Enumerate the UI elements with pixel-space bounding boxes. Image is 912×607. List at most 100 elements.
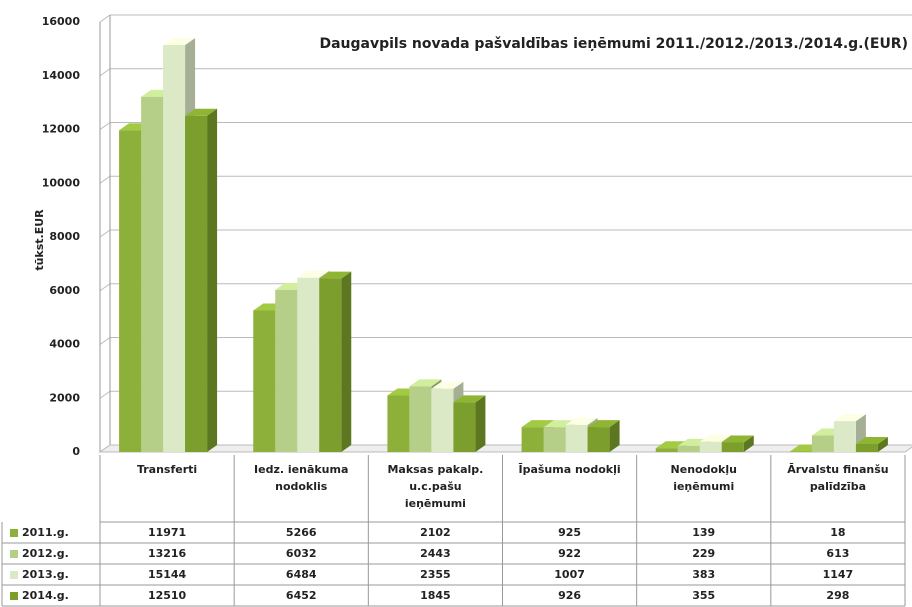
table-value: 13216	[147, 547, 187, 560]
table-value: 383	[692, 568, 716, 581]
grid-line-side	[99, 175, 111, 184]
table-value: 229	[692, 547, 716, 560]
table-value: 11971	[147, 526, 187, 539]
y-tick-label: 6000	[49, 284, 80, 297]
table-value: 355	[692, 589, 716, 602]
category-label: Iedz. ienākuma nodoklis	[254, 463, 349, 493]
bar-top	[521, 420, 554, 428]
table-value: 12510	[147, 589, 187, 602]
table-value: 139	[692, 526, 716, 539]
y-tick-label: 14000	[42, 69, 81, 82]
bar-side	[877, 436, 888, 452]
bar-side	[743, 435, 754, 452]
bar-top	[453, 395, 486, 403]
table-value: 15144	[147, 568, 187, 581]
legend-entry: 2014.g.	[4, 585, 98, 606]
bar	[387, 395, 410, 452]
bar-top	[297, 270, 330, 278]
table-value: 1007	[554, 568, 585, 581]
y-tick-label: 4000	[49, 338, 80, 351]
table-value: 298	[826, 589, 850, 602]
bar-top	[855, 436, 888, 444]
bar	[275, 289, 298, 452]
bar	[587, 427, 610, 452]
table-value: 2102	[420, 526, 451, 539]
bar	[253, 310, 276, 452]
grid-line-side	[99, 68, 111, 77]
bar-top	[409, 379, 442, 387]
table-value: 2355	[420, 568, 451, 581]
legend-swatch	[10, 528, 18, 537]
grid-line-side	[99, 14, 111, 23]
y-tick-label: 2000	[49, 391, 80, 404]
bar	[431, 388, 454, 452]
bar-side	[475, 395, 486, 452]
bar-top	[431, 381, 464, 389]
y-tick-label: 8000	[49, 230, 80, 243]
bar	[319, 278, 342, 452]
bar	[811, 435, 834, 452]
bar	[721, 442, 744, 452]
chart-title: Daugavpils novada pašvaldības ieņēmumi 2…	[319, 36, 908, 52]
bar	[677, 445, 700, 452]
y-tick-label: 12000	[42, 123, 81, 136]
grid-line-side	[99, 390, 111, 399]
category-label: Transferti	[136, 463, 198, 476]
floor	[98, 444, 912, 453]
grid-line-side	[99, 122, 111, 130]
table-value: 5266	[285, 526, 317, 539]
y-tick-label: 10000	[42, 176, 81, 189]
table-value: 922	[558, 547, 582, 560]
bar-top	[319, 271, 352, 279]
table-value: 18	[830, 526, 846, 539]
bar-top	[833, 414, 866, 422]
table-value: 925	[558, 526, 582, 539]
bar	[141, 96, 164, 452]
bar	[565, 424, 588, 452]
grid-line-side	[99, 283, 111, 292]
table-value: 6032	[285, 547, 317, 560]
bar-top	[587, 420, 620, 428]
table-value: 1845	[420, 589, 451, 602]
bar-top	[699, 434, 732, 442]
bar-side	[207, 108, 218, 452]
legend-entry: 2012.g.	[4, 543, 98, 564]
bar	[521, 427, 544, 452]
table-value: 613	[826, 547, 850, 560]
legend-swatch	[10, 591, 18, 600]
table-value: 6484	[285, 568, 317, 581]
bar	[163, 45, 186, 452]
bar-top	[163, 38, 196, 46]
bar	[699, 441, 722, 452]
bar	[855, 443, 878, 452]
bar	[409, 386, 432, 452]
y-axis-label: tūkst.EUR	[33, 209, 46, 271]
bar	[185, 115, 208, 452]
bar	[833, 421, 856, 452]
bar-side	[609, 420, 620, 452]
grid-line-side	[99, 229, 111, 238]
category-label: Īpašuma nodokļi	[518, 463, 621, 476]
category-label: Ārvalstu finanšu palīdzība	[787, 463, 889, 493]
table-value: 2443	[420, 547, 451, 560]
legend-entry: 2011.g.	[4, 522, 98, 543]
category-label: Nenodokļu ieņēmumi	[670, 463, 737, 493]
legend-swatch	[10, 549, 18, 558]
table-value: 6452	[285, 589, 317, 602]
legend-entry: 2013.g.	[4, 564, 98, 585]
bar	[453, 402, 476, 452]
y-tick-label: 0	[72, 445, 80, 458]
bar-top	[565, 417, 598, 425]
y-tick-label: 16000	[42, 15, 81, 28]
category-label: Maksas pakalp. u.c.pašu ieņēmumi	[387, 463, 484, 510]
grid-line-side	[99, 337, 111, 345]
bar-top	[721, 435, 754, 443]
legend-swatch	[10, 570, 18, 579]
table-value: 1147	[822, 568, 854, 581]
bar-side	[341, 271, 352, 452]
bar	[119, 130, 142, 453]
bar	[543, 427, 566, 452]
table-value: 926	[558, 589, 582, 602]
bar-top	[185, 108, 218, 116]
